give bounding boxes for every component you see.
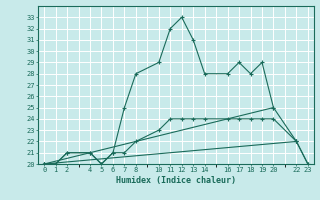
X-axis label: Humidex (Indice chaleur): Humidex (Indice chaleur) (116, 176, 236, 185)
